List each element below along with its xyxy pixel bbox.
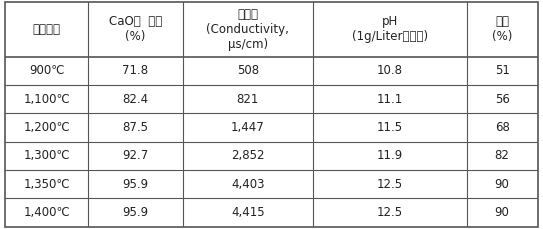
Text: 92.7: 92.7 <box>122 149 149 162</box>
Text: 4,403: 4,403 <box>231 178 264 191</box>
Text: 1,200℃: 1,200℃ <box>23 121 70 134</box>
Text: 11.5: 11.5 <box>377 121 403 134</box>
Text: 82.4: 82.4 <box>122 93 149 106</box>
Text: 95.9: 95.9 <box>122 206 149 219</box>
Text: 51: 51 <box>495 64 509 77</box>
Text: 소성온도: 소성온도 <box>33 23 61 36</box>
Text: pH
(1g/Liter수용액): pH (1g/Liter수용액) <box>352 15 428 44</box>
Text: 1,400℃: 1,400℃ <box>23 206 70 219</box>
Text: 전도도
(Conductivity,
μs/cm): 전도도 (Conductivity, μs/cm) <box>206 8 289 51</box>
Text: 1,100℃: 1,100℃ <box>23 93 70 106</box>
Text: 90: 90 <box>495 178 509 191</box>
Text: 10.8: 10.8 <box>377 64 403 77</box>
Text: 68: 68 <box>495 121 509 134</box>
Text: 1,300℃: 1,300℃ <box>23 149 70 162</box>
Text: 56: 56 <box>495 93 509 106</box>
Text: 4,415: 4,415 <box>231 206 264 219</box>
Text: 1,447: 1,447 <box>231 121 265 134</box>
Text: 71.8: 71.8 <box>122 64 149 77</box>
Text: CaO의  순도
(%): CaO의 순도 (%) <box>109 15 162 44</box>
Text: 11.1: 11.1 <box>377 93 403 106</box>
Text: 821: 821 <box>237 93 259 106</box>
Text: 90: 90 <box>495 206 509 219</box>
Text: 수율
(%): 수율 (%) <box>492 15 512 44</box>
Text: 82: 82 <box>495 149 509 162</box>
Text: 900℃: 900℃ <box>29 64 65 77</box>
Text: 12.5: 12.5 <box>377 178 403 191</box>
Text: 87.5: 87.5 <box>123 121 148 134</box>
Text: 508: 508 <box>237 64 259 77</box>
Text: 1,350℃: 1,350℃ <box>23 178 70 191</box>
Text: 2,852: 2,852 <box>231 149 264 162</box>
Text: 95.9: 95.9 <box>122 178 149 191</box>
Text: 12.5: 12.5 <box>377 206 403 219</box>
Text: 11.9: 11.9 <box>377 149 403 162</box>
